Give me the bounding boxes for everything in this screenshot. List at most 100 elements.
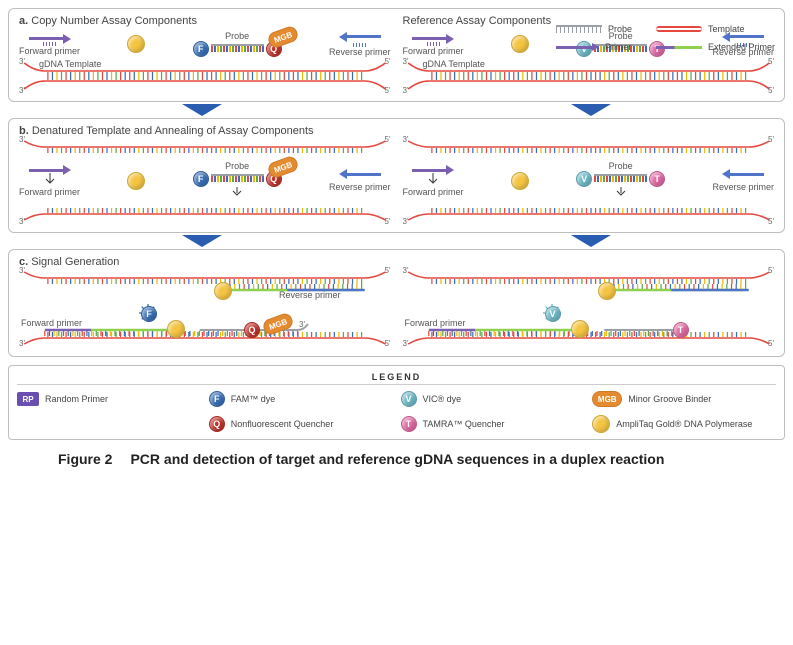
probe-label: Probe — [576, 161, 665, 171]
anneal-arrow-icon — [428, 173, 438, 187]
legend-mgb: MGB Minor Groove Binder — [592, 391, 776, 407]
panel-b-row: 3' 5' Forward primer Probe F — [19, 139, 774, 222]
tamra-icon: T — [401, 416, 417, 432]
e: 5' — [768, 266, 774, 275]
panel-b-right-comp: Forward primer Probe V T Reverse primer — [403, 161, 775, 200]
legend-random-primer: RP Random Primer — [17, 392, 201, 406]
panel-a-letter: a. — [19, 15, 28, 27]
fwd-label: Forward primer — [403, 187, 464, 197]
panel-c-title: c. Signal Generation — [19, 256, 774, 268]
legend-label: Nonfluorescent Quencher — [231, 419, 334, 429]
vic-icon: V — [576, 171, 592, 187]
reverse-primer-block: Reverse primer — [329, 32, 391, 57]
legend-primer: Primer — [556, 42, 632, 52]
polymerase-icon — [127, 35, 145, 53]
legend-label: Extended Primer — [708, 42, 775, 52]
forward-primer-block: Forward primer — [19, 32, 80, 56]
e: 5' — [385, 339, 391, 348]
anneal-arrow-icon — [616, 187, 626, 197]
polymerase-icon — [598, 282, 616, 300]
probe-icon — [211, 174, 264, 184]
mgb-icon: MGB — [266, 154, 300, 179]
primer-swatch — [556, 43, 599, 51]
polymerase-icon — [571, 320, 589, 338]
polymerase-icon — [214, 282, 232, 300]
legend-probe: Probe — [556, 24, 632, 34]
vic-released-icon: V — [545, 306, 561, 322]
anneal-arrow-icon — [45, 173, 55, 187]
vic-icon: V — [401, 391, 417, 407]
end5-br: 5' — [385, 86, 391, 95]
bottom-strand-r: 3' 5' — [403, 204, 775, 222]
polymerase-icon — [592, 415, 610, 433]
rev-primer-br: Reverse primer — [712, 169, 774, 192]
end3-bl: 3' — [19, 86, 25, 95]
arrow-row-bc — [8, 235, 785, 247]
legend-polymerase: AmpliTaq Gold® DNA Polymerase — [592, 415, 776, 433]
fwd-primer-br: Forward primer — [403, 164, 464, 198]
figure-number: Figure 2 — [58, 451, 112, 467]
panel-b-title-text: Denatured Template and Annealing of Assa… — [32, 125, 314, 137]
legend-template: Template — [656, 24, 775, 34]
e: 3' — [19, 339, 25, 348]
c-top-strand: 3' 5' Reverse primer — [19, 270, 391, 302]
probe-swatch — [556, 25, 602, 33]
reverse-primer-label: Reverse primer — [329, 47, 391, 57]
c-top-strand-r: 3' 5' — [403, 270, 775, 302]
e: 3' — [403, 217, 409, 226]
legend-lines: Probe Template Primer Extended Primer — [556, 24, 775, 52]
legend-label: Minor Groove Binder — [628, 394, 711, 404]
c-bottom-strand-r: V T Forward primer 3' 5' — [403, 304, 775, 346]
fwd-label: Forward primer — [21, 318, 82, 328]
polymerase-icon — [127, 172, 145, 190]
tamra-icon: T — [649, 171, 665, 187]
forward-primer-label: Forward primer — [19, 46, 80, 56]
rev-label: Reverse primer — [329, 182, 391, 192]
e: 3' — [403, 266, 409, 275]
legend-title: LEGEND — [17, 372, 776, 385]
legend-fam: F FAM™ dye — [209, 391, 393, 407]
panel-c-title-text: Signal Generation — [31, 256, 119, 268]
bottom-strand: 3' 5' — [19, 204, 391, 222]
anneal-arrow-icon — [232, 187, 242, 197]
panel-a-left-primer-row: Forward primer Probe F Q MGB — [19, 31, 391, 57]
e3: 3' — [403, 86, 409, 95]
e: 5' — [768, 217, 774, 226]
probe-assembly: F Q MGB — [193, 41, 282, 57]
legend-vic: V VIC® dye — [401, 391, 585, 407]
e: 3' — [19, 266, 25, 275]
ds-template-icon: 3' 5' 3' 5' — [403, 61, 775, 91]
rp-icon: RP — [17, 392, 39, 406]
e: 5' — [768, 339, 774, 348]
down-arrow-icon — [182, 235, 222, 247]
gdna-block: gDNA Template 3' 5' 3' 5' — [19, 61, 391, 91]
end5-tr: 5' — [385, 57, 391, 66]
probe-br: Probe V T — [576, 161, 665, 200]
fam-icon: F — [209, 391, 225, 407]
top-strand-r: 3' 5' — [403, 139, 775, 157]
legend-grid: RP Random Primer F FAM™ dye V VIC® dye M… — [17, 391, 776, 433]
polymerase-icon — [511, 35, 529, 53]
figure-caption-text: PCR and detection of target and referenc… — [130, 451, 664, 467]
e: 3' — [403, 135, 409, 144]
forward-primer-block-r: Forward primer — [403, 32, 464, 56]
legend-label: FAM™ dye — [231, 394, 276, 404]
e: 5' — [385, 266, 391, 275]
mgb-icon: MGB — [266, 24, 300, 49]
panel-b-left: 3' 5' Forward primer Probe F — [19, 139, 391, 222]
polymerase-icon — [511, 172, 529, 190]
fam-icon: F — [193, 41, 209, 57]
panel-b-left-comp: Forward primer Probe F Q MGB Reverse pri… — [19, 161, 391, 200]
e: 3' — [299, 320, 305, 329]
rev-label: Reverse primer — [712, 182, 774, 192]
ds-template-icon: 3' 5' 3' 5' — [19, 61, 391, 91]
down-arrow-icon — [571, 104, 611, 116]
panel-a-left-title: a. Copy Number Assay Components — [19, 15, 391, 27]
e: 3' — [19, 217, 25, 226]
legend-label: Random Primer — [45, 394, 108, 404]
panel-c: c. Signal Generation 3' 5' Reverse prime… — [8, 249, 785, 357]
c-bottom-strand: F Q MGB Forward primer 3' 5' 3' — [19, 304, 391, 346]
fwd-label: Forward primer — [405, 318, 466, 328]
mgb-icon: MGB — [592, 391, 622, 407]
probe-icon — [211, 44, 264, 54]
